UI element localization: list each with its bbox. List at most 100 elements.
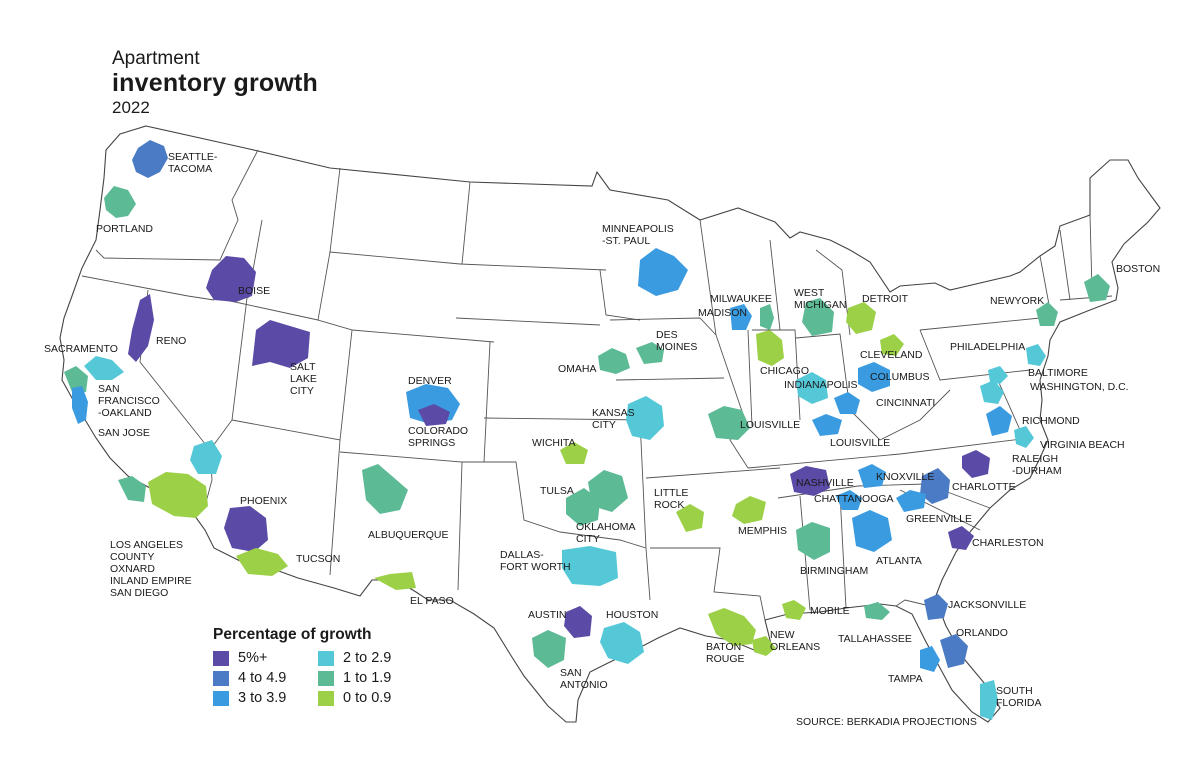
label-orlando: ORLANDO [956,627,1008,639]
label-baltimore-line: BALTIMORE [1028,367,1088,379]
label-albuquerque: ALBUQUERQUE [368,529,449,541]
label-dfw-line: FORT WORTH [500,561,571,573]
metro-tallahassee [864,602,890,620]
label-chattanooga-line: CHATTANOOGA [814,493,894,505]
label-tucson: TUCSON [296,553,340,565]
metro-areas [64,140,1110,720]
label-westmichigan-line: WEST [794,287,825,299]
metro-baltimore [988,366,1008,384]
label-slc-line: SALT [290,361,316,373]
legend-item: 5%+ [213,650,318,666]
metro-tucson [236,548,288,576]
label-raleigh: RALEIGH -DURHAM [1012,453,1062,477]
label-dc: WASHINGTON, D.C. [1030,381,1129,393]
metro-boston [1084,274,1110,302]
label-tucson-line: TUCSON [296,553,340,565]
label-batonrouge-line: ROUGE [706,653,745,665]
metro-omaha [598,348,630,374]
label-westmichigan-line: MICHIGAN [794,299,847,311]
legend-label: 4 to 4.9 [238,670,287,686]
metro-southflorida [980,680,998,720]
label-southflorida-line: FLORIDA [996,697,1042,709]
label-houston: HOUSTON [606,609,658,621]
label-vabeach: VIRGINIA BEACH [1040,439,1125,451]
label-neworleans-line: ORLEANS [770,641,820,653]
label-southflorida-line: SOUTH [996,685,1033,697]
metro-minneapolis [638,248,688,296]
label-elpaso: EL PASO [410,595,454,607]
label-madison-line: MADISON [698,307,747,319]
legend-label: 5%+ [238,650,268,666]
source-note: SOURCE: BERKADIA PROJECTIONS [796,716,977,728]
label-tallahassee: TALLAHASSEE [838,633,912,645]
metro-neworleans [752,636,776,656]
metro-richmond [986,406,1012,436]
label-slc-line: LAKE [290,373,317,385]
label-philadelphia: PHILADELPHIA [950,341,1025,353]
label-detroit: DETROIT [862,293,909,305]
label-raleigh-line: RALEIGH [1012,453,1058,465]
metro-desmoines [636,342,664,364]
label-littlerock-line: LITTLE [654,487,688,499]
metro-dc [980,380,1004,404]
legend-swatch [318,690,334,706]
label-desmoines-line: MOINES [656,341,697,353]
metro-labels: SEATTLE-TACOMA PORTLAND BOISE RENO SACRAMENT… [44,151,1160,709]
label-seattle-line: SEATTLE- [168,151,218,163]
metro-stlouis [708,406,750,440]
label-slc-line: CITY [290,385,314,397]
label-dfw: DALLAS-FORT WORTH [500,549,571,573]
metro-batonrouge [708,608,756,646]
metro-sanjose [72,386,88,424]
label-minneapolis: MINNEAPOLIS -ST. PAUL [602,223,674,247]
label-wichita-line: WICHITA [532,437,576,449]
label-la-line: SAN DIEGO [110,587,168,599]
label-southflorida: SOUTH FLORIDA [996,685,1042,709]
label-boise-line: BOISE [238,285,270,297]
label-charleston: CHARLESTON [972,537,1044,549]
metro-nashville [790,466,830,496]
label-charlotte: CHARLOTTE [952,481,1016,493]
legend-item: 0 to 0.9 [318,690,428,706]
label-la-line: COUNTY [110,551,154,563]
label-raleigh-line: -DURHAM [1012,465,1062,477]
metro-reno [128,294,154,362]
label-greenville: GREENVILLE [906,513,972,525]
label-westmichigan: WEST MICHIGAN [794,287,847,311]
label-seattle-line: TACOMA [168,163,212,175]
label-newyork: NEWYORK [990,295,1044,307]
label-okc-line: OKLAHOMA [576,521,636,533]
map-title: Apartment inventory growth 2022 [112,48,318,119]
label-reno: RENO [156,335,186,347]
metro-mobile [782,600,806,620]
label-tallahassee-line: TALLAHASSEE [838,633,912,645]
legend-swatch [318,650,334,666]
label-austin-line: AUSTIN [528,609,567,621]
legend-label: 1 to 1.9 [343,670,392,686]
legend-swatch [213,690,229,706]
label-portland: PORTLAND [96,223,153,235]
metro-charleston [948,526,974,550]
label-columbus-line: COLUMBUS [870,371,930,383]
label-boise: BOISE [238,285,270,297]
label-sa-line: ANTONIO [560,679,608,691]
metro-lv [190,440,222,474]
label-philadelphia-line: PHILADELPHIA [950,341,1025,353]
metro-austin [564,606,592,638]
label-birmingham-line: BIRMINGHAM [800,565,868,577]
label-sa: SAN ANTONIO [560,667,608,691]
metro-detroit [846,302,876,334]
label-seattle: SEATTLE-TACOMA [168,151,218,175]
title-line-1: Apartment [112,48,200,69]
metro-sa [532,630,566,668]
metro-westmichigan [802,298,834,336]
metro-newyork [1036,302,1058,326]
metro-madison [730,304,752,330]
label-denver: DENVER [408,375,452,387]
label-neworleans-line: NEW [770,629,795,641]
label-la-line: INLAND EMPIRE [110,575,192,587]
legend-swatch [213,650,229,666]
metro-philadelphia [1026,344,1046,366]
legend-item: 3 to 3.9 [213,690,318,706]
label-sanjose-line: SAN JOSE [98,427,150,439]
